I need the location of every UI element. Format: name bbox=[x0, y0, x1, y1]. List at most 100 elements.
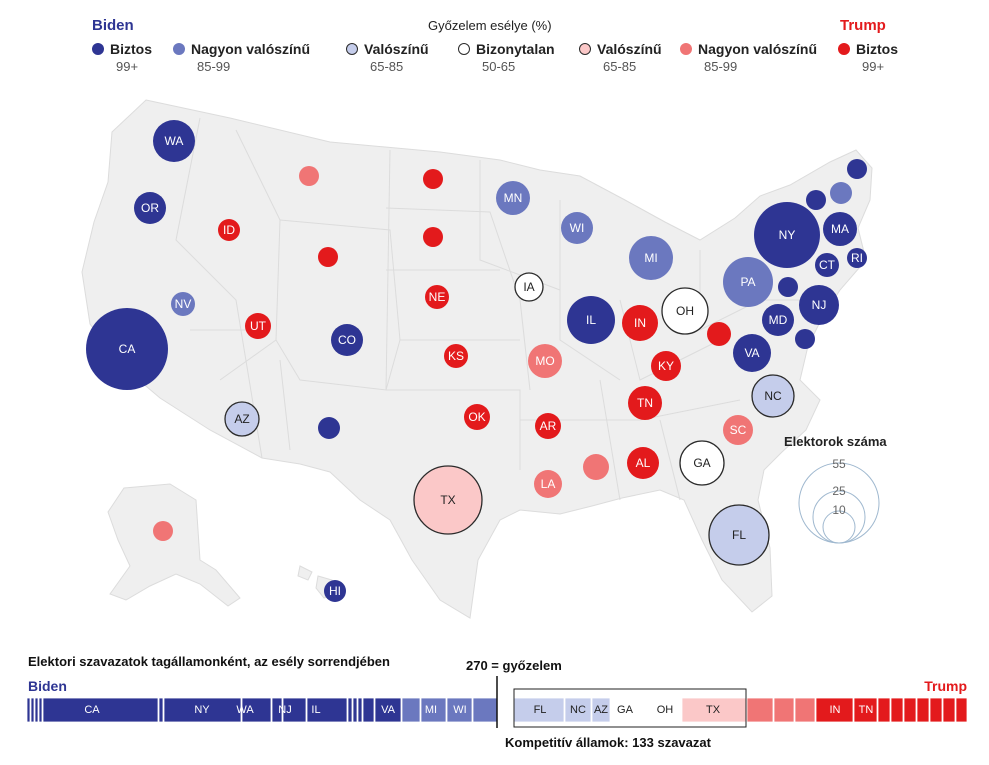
state-label-fl: FL bbox=[732, 528, 746, 542]
bar-segment bbox=[271, 697, 283, 723]
size-legend: Elektorok száma 55 25 10 bbox=[784, 434, 887, 544]
state-label-ca: CA bbox=[119, 342, 136, 356]
state-bubble-va[interactable] bbox=[733, 334, 771, 372]
state-bubble[interactable] bbox=[423, 227, 443, 247]
state-label-mn: MN bbox=[504, 191, 523, 205]
state-bubble-md[interactable] bbox=[762, 304, 794, 336]
alaska-shape bbox=[107, 483, 241, 607]
state-bubble[interactable] bbox=[707, 322, 731, 346]
legend-item-very-likely-biden: Nagyon valószínű 85-99 bbox=[173, 41, 310, 74]
state-bubble[interactable] bbox=[847, 159, 867, 179]
bar-segment bbox=[163, 697, 242, 723]
bar-segment bbox=[890, 697, 904, 723]
state-bubble[interactable] bbox=[583, 454, 609, 480]
state-bubble-mi[interactable] bbox=[629, 236, 673, 280]
state-bubble[interactable] bbox=[423, 169, 443, 189]
state-label-ct: CT bbox=[819, 258, 836, 272]
state-bubble-ut[interactable] bbox=[245, 313, 271, 339]
state-bubble[interactable] bbox=[795, 329, 815, 349]
state-bubble[interactable] bbox=[318, 247, 338, 267]
legend-item-very-likely-trump: Nagyon valószínű 85-99 bbox=[680, 41, 817, 74]
state-bubble-ne[interactable] bbox=[425, 285, 449, 309]
legend-dot bbox=[346, 43, 358, 55]
state-bubble-or[interactable] bbox=[134, 192, 166, 224]
state-bubble-nj[interactable] bbox=[799, 285, 839, 325]
bar-segment bbox=[853, 697, 878, 723]
bar-segment bbox=[401, 697, 421, 723]
state-label-va: VA bbox=[744, 346, 759, 360]
bar-segment bbox=[30, 697, 35, 723]
state-label-tn: TN bbox=[637, 396, 653, 410]
state-bubble-ok[interactable] bbox=[464, 404, 490, 430]
state-bubble-ri[interactable] bbox=[847, 248, 867, 268]
state-label-ky: KY bbox=[658, 359, 674, 373]
state-bubble-in[interactable] bbox=[622, 305, 658, 341]
bar-segment bbox=[420, 697, 447, 723]
state-bubble-il[interactable] bbox=[567, 296, 615, 344]
bar-label-nj: NJ bbox=[278, 704, 291, 716]
state-bubble[interactable] bbox=[318, 417, 340, 439]
bar-segment bbox=[591, 697, 611, 723]
state-bubble-al[interactable] bbox=[627, 447, 659, 479]
state-bubble-id[interactable] bbox=[218, 219, 240, 241]
state-bubble-sc[interactable] bbox=[723, 415, 753, 445]
state-bubble-ks[interactable] bbox=[444, 344, 468, 368]
bar-label-tn: TN bbox=[859, 704, 874, 716]
state-bubble-ia[interactable] bbox=[514, 272, 544, 302]
bar-segment bbox=[374, 697, 402, 723]
bar-segment bbox=[26, 697, 31, 723]
state-bubble-mo[interactable] bbox=[528, 344, 562, 378]
legend-label: Nagyon valószínű bbox=[698, 41, 818, 57]
state-bubble-az[interactable] bbox=[224, 401, 260, 437]
state-label-il: IL bbox=[586, 313, 596, 327]
legend-label: Valószínű bbox=[364, 41, 429, 57]
state-label-md: MD bbox=[769, 313, 788, 327]
state-bubble-nv[interactable] bbox=[171, 292, 195, 316]
bar-segment bbox=[241, 697, 272, 723]
legend-range: 85-99 bbox=[197, 59, 231, 74]
state-bubble-mn[interactable] bbox=[496, 181, 530, 215]
state-bubble-ma[interactable] bbox=[823, 212, 857, 246]
bar-label-wi: WI bbox=[453, 704, 466, 716]
state-bubble-wi[interactable] bbox=[561, 212, 593, 244]
state-bubble-ct[interactable] bbox=[815, 253, 839, 277]
state-bubble-ga[interactable] bbox=[679, 440, 725, 486]
bar-segment bbox=[347, 697, 353, 723]
state-label-nc: NC bbox=[764, 389, 782, 403]
state-label-nj: NJ bbox=[812, 298, 827, 312]
state-bubble-co[interactable] bbox=[331, 324, 363, 356]
state-bubble-ny[interactable] bbox=[754, 202, 820, 268]
bar-label-mi: MI bbox=[425, 704, 437, 716]
state-bubble-ky[interactable] bbox=[651, 351, 681, 381]
state-bubble-pa[interactable] bbox=[723, 257, 773, 307]
bar-segment bbox=[794, 697, 816, 723]
state-bubble-nc[interactable] bbox=[751, 374, 795, 418]
state-label-ne: NE bbox=[429, 290, 446, 304]
state-bubble[interactable] bbox=[153, 521, 173, 541]
size-legend-value-25: 25 bbox=[832, 484, 846, 498]
legend-range: 50-65 bbox=[482, 59, 516, 74]
state-bubble-hi[interactable] bbox=[324, 580, 346, 602]
state-bubble[interactable] bbox=[830, 182, 852, 204]
state-bubble-oh[interactable] bbox=[661, 287, 709, 335]
state-bubble[interactable] bbox=[806, 190, 826, 210]
state-label-ok: OK bbox=[468, 410, 485, 424]
state-bubble-wa[interactable] bbox=[153, 120, 195, 162]
bar-segment bbox=[446, 697, 473, 723]
bar-segment bbox=[639, 697, 651, 723]
legend-label: Nagyon valószínű bbox=[191, 41, 311, 57]
bar-label-nc: NC bbox=[570, 704, 586, 716]
state-bubble-la[interactable] bbox=[534, 470, 562, 498]
state-bubble[interactable] bbox=[778, 277, 798, 297]
state-bubble-tx[interactable] bbox=[413, 465, 483, 535]
legend-range: 65-85 bbox=[603, 59, 637, 74]
bar-right-label: Trump bbox=[924, 678, 967, 694]
state-bubble-fl[interactable] bbox=[708, 504, 770, 566]
state-bubble[interactable] bbox=[299, 166, 319, 186]
state-bubble-tn[interactable] bbox=[628, 386, 662, 420]
state-bubble-ar[interactable] bbox=[535, 413, 561, 439]
state-bubble-ca[interactable] bbox=[86, 308, 168, 390]
legend-title: Győzelem esélye (%) bbox=[428, 18, 552, 33]
bar-label-ny: NY bbox=[194, 704, 210, 716]
state-label-or: OR bbox=[141, 201, 159, 215]
